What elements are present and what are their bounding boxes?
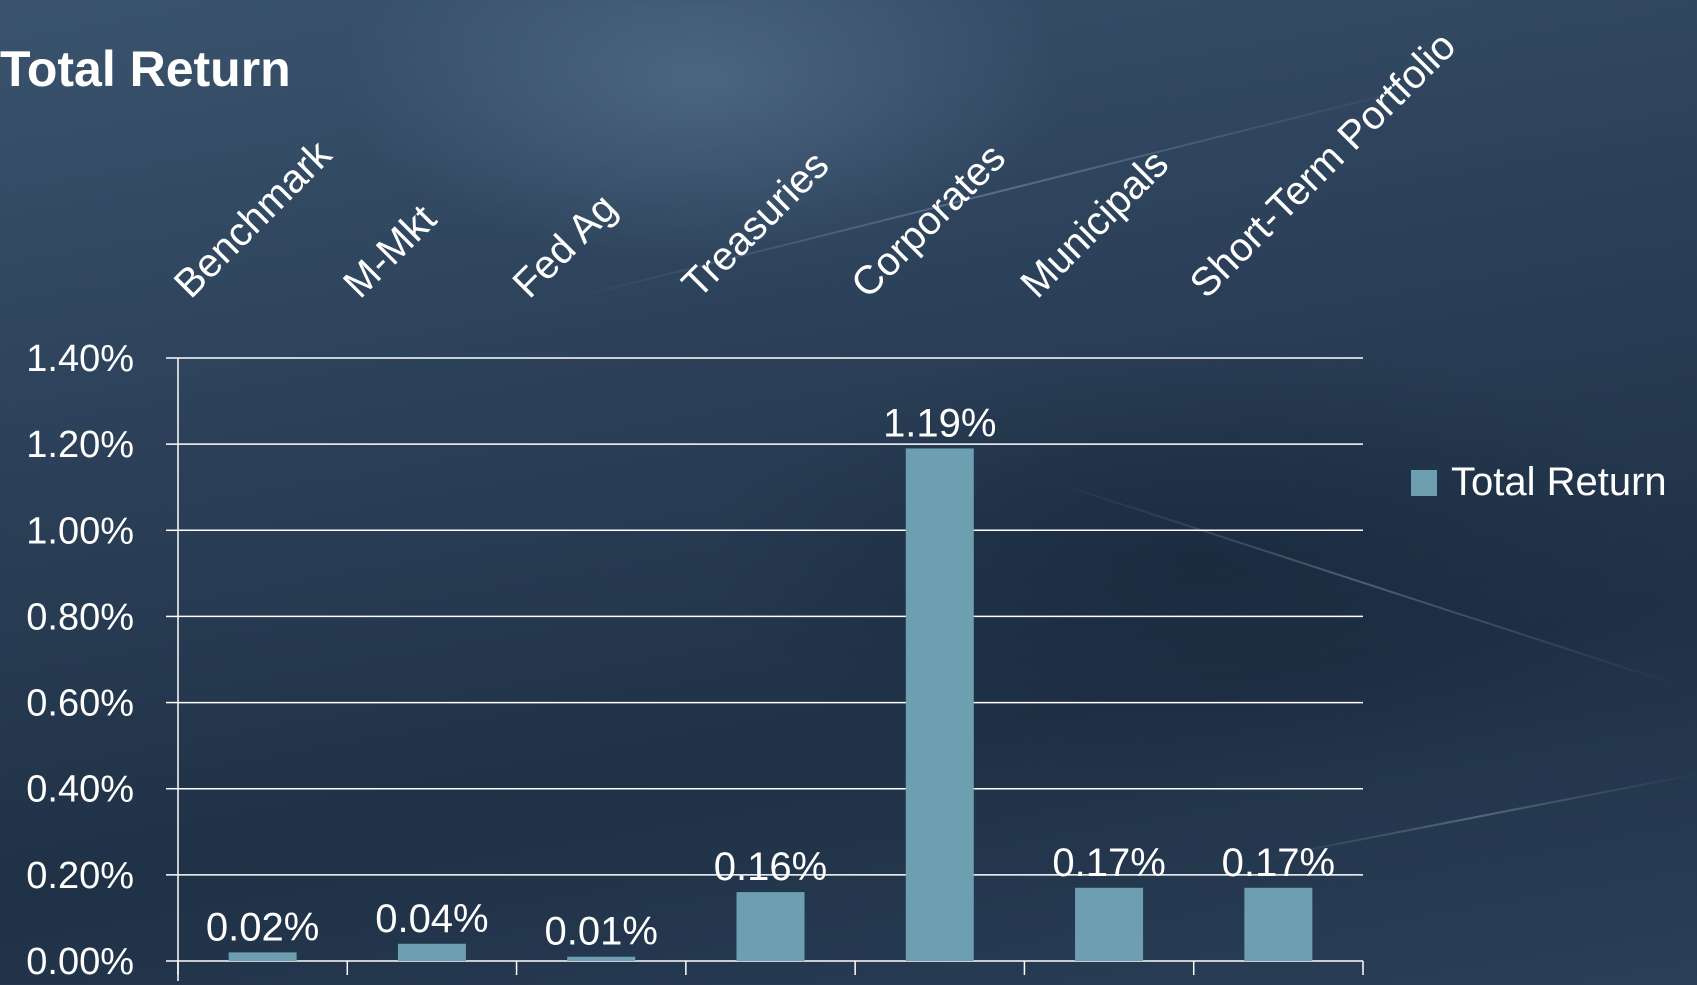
bar bbox=[1244, 887, 1313, 961]
bar bbox=[1075, 887, 1144, 961]
y-tick-label: 0.40% bbox=[26, 769, 134, 811]
data-label: 0.16% bbox=[714, 845, 827, 889]
category-label: Short-Term Portfolio bbox=[1182, 24, 1465, 307]
bar bbox=[736, 892, 805, 961]
category-label: Treasuries bbox=[674, 143, 838, 307]
data-label: 0.01% bbox=[545, 910, 658, 954]
category-label: M-Mkt bbox=[335, 197, 445, 307]
y-tick-label: 0.80% bbox=[26, 596, 134, 638]
category-label: Corporates bbox=[843, 135, 1014, 306]
data-label: 1.19% bbox=[883, 401, 996, 445]
y-tick-label: 0.20% bbox=[26, 855, 134, 897]
data-labels: 0.02% 0.04% 0.01% 0.16% 1.19% 0.17% 0.17% bbox=[206, 401, 1335, 953]
y-tick-label: 1.00% bbox=[26, 510, 134, 552]
data-label: 0.17% bbox=[1222, 841, 1335, 885]
chart-legend: Total Return bbox=[1411, 460, 1667, 505]
legend-label-total-return: Total Return bbox=[1451, 460, 1667, 504]
category-label: Municipals bbox=[1012, 142, 1177, 307]
bar bbox=[228, 952, 297, 961]
y-tick-label: 1.20% bbox=[26, 424, 134, 466]
bar bbox=[567, 956, 636, 961]
category-label: Benchmark bbox=[166, 131, 341, 306]
category-label: Fed Ag bbox=[504, 186, 625, 307]
bars bbox=[228, 448, 1313, 961]
data-label: 0.04% bbox=[375, 897, 488, 941]
legend-swatch-total-return bbox=[1411, 469, 1437, 496]
bar bbox=[905, 448, 974, 961]
gridlines bbox=[178, 357, 1363, 876]
data-label: 0.17% bbox=[1052, 841, 1165, 885]
bar bbox=[397, 943, 466, 961]
y-tick-label: 1.40% bbox=[26, 338, 134, 380]
y-tick-labels: 0.00% 0.20% 0.40% 0.60% 0.80% 1.00% 1.20% 1.40% bbox=[26, 338, 134, 983]
y-tick-label: 0.00% bbox=[26, 941, 134, 983]
data-label: 0.02% bbox=[206, 905, 319, 949]
y-tick-label: 0.60% bbox=[26, 683, 134, 725]
chart-title: Total Return bbox=[0, 41, 291, 97]
